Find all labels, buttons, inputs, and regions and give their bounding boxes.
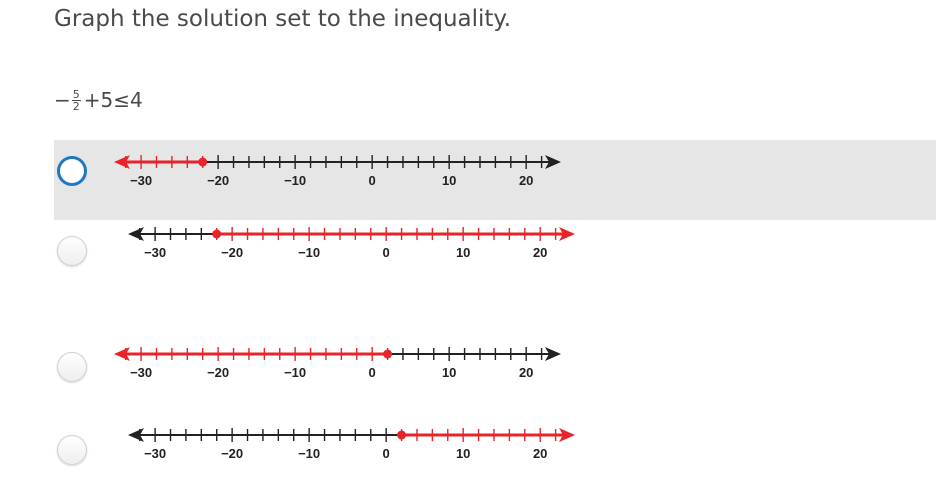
tick-label: −30 [130,365,152,380]
tick-label: 10 [456,446,470,461]
tick-label: 10 [442,173,456,188]
tick-label: 10 [442,365,456,380]
expression-rest: +5≤4 [83,88,143,112]
endpoint-closed-dot [212,229,222,239]
arrowhead-right [545,155,561,169]
tick-label: −10 [284,173,306,188]
expression-minus: − [54,88,71,112]
tick-label: 20 [533,446,547,461]
answer-option-b[interactable]: −30 −20 −10 0 10 20 [54,220,936,280]
radio-button-c[interactable] [57,352,87,382]
tick-label: −20 [221,446,243,461]
number-line-c: −30 −20 −10 0 10 20 [114,347,561,380]
arrowhead-left [114,347,130,361]
arrowhead-right [545,347,561,361]
number-line-a: −30 −20 −10 0 10 20 [114,155,561,188]
arrowhead-left [128,428,144,442]
tick-label: −20 [207,365,229,380]
tick-label: −10 [284,365,306,380]
tick-label: −10 [298,245,320,260]
radio-button-a[interactable] [57,156,87,186]
radio-button-b[interactable] [57,236,87,266]
tick-label: −10 [298,446,320,461]
radio-button-d[interactable] [57,435,87,465]
arrowhead-left [114,155,130,169]
tick-label: 20 [533,245,547,260]
fraction-denominator: 2 [72,99,80,113]
tick-label: −20 [221,245,243,260]
tick-label: 0 [383,446,390,461]
fraction-numerator: 5 [71,87,81,101]
tick-label: 0 [369,173,376,188]
tick-label: 0 [383,245,390,260]
fraction: 5 2 [71,87,81,113]
answer-option-a[interactable]: −30 −20 −10 0 10 20 [54,140,936,220]
arrowhead-right [559,428,575,442]
number-line-b: −30 −20 −10 0 10 20 [128,227,575,260]
tick-label: 10 [456,245,470,260]
arrowhead-right [559,227,575,241]
answer-option-d[interactable]: −30 −20 −10 0 10 20 [54,415,936,475]
answer-option-c[interactable]: −30 −20 −10 0 10 20 [54,330,936,390]
tick-label: −30 [144,245,166,260]
tick-label: 20 [519,173,533,188]
tick-label: −30 [130,173,152,188]
question-title: Graph the solution set to the inequality… [54,6,512,32]
endpoint-closed-dot [397,430,407,440]
tick-label: 0 [369,365,376,380]
endpoint-closed-dot [383,349,393,359]
tick-label: −20 [207,173,229,188]
arrowhead-left [128,227,144,241]
endpoint-closed-dot [198,157,208,167]
tick-label: −30 [144,446,166,461]
tick-label: 20 [519,365,533,380]
inequality-expression: − 5 2 +5≤4 [54,80,143,120]
number-line-d: −30 −20 −10 0 10 20 [128,428,575,461]
